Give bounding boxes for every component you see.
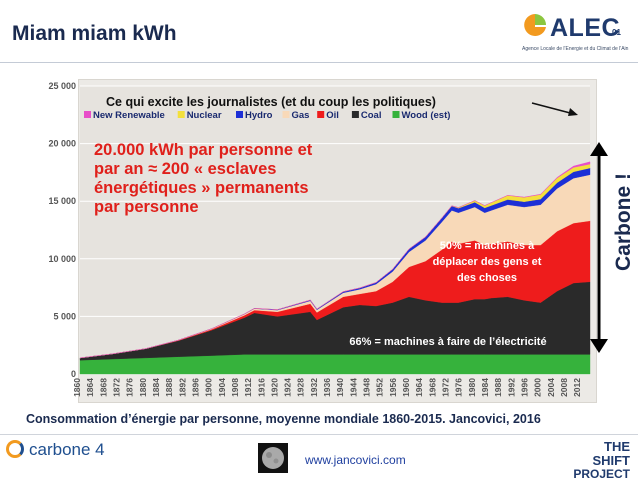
x-tick-label: 1860 — [72, 378, 82, 397]
x-tick-label: 1988 — [493, 378, 503, 397]
legend-swatch — [392, 111, 400, 118]
x-tick-label: 1928 — [296, 378, 306, 397]
y-tick-label: 10 000 — [48, 254, 76, 264]
carbone-arrow-down-icon — [590, 339, 608, 353]
x-tick-label: 1956 — [388, 378, 398, 397]
carbone4-swirl-icon — [6, 440, 24, 458]
x-tick-label: 1868 — [98, 378, 108, 397]
legend-swatch — [236, 111, 243, 118]
x-tick-label: 1912 — [243, 378, 253, 397]
y-tick-label: 0 — [71, 369, 76, 379]
moon-logo-icon — [258, 443, 288, 473]
legend-swatch — [351, 111, 359, 118]
x-tick-label: 1876 — [125, 378, 135, 397]
x-tick-label: 1960 — [401, 378, 411, 397]
x-tick-label: 1968 — [427, 378, 437, 397]
website-link[interactable]: www.jancovici.com — [305, 453, 406, 467]
x-tick-label: 1996 — [519, 378, 529, 397]
x-tick-label: 1884 — [151, 378, 161, 397]
y-tick-label: 5 000 — [53, 311, 76, 321]
x-tick-label: 2004 — [546, 378, 556, 397]
x-tick-label: 1936 — [322, 378, 332, 397]
legend-swatch — [282, 111, 290, 118]
alec-wordmark: ALEC — [550, 14, 621, 42]
x-tick-label: 1992 — [506, 378, 516, 397]
x-tick-label: 1896 — [190, 378, 200, 397]
annotation-machines-electricity: 66% = machines à faire de l’électricité — [349, 336, 546, 348]
x-tick-label: 1940 — [335, 378, 345, 397]
x-tick-label: 1916 — [256, 378, 266, 397]
alec-subtitle: Agence Locale de l'Énergie et du Climat … — [522, 46, 629, 52]
legend-label: Wood (est) — [402, 110, 451, 121]
x-tick-label: 1908 — [230, 378, 240, 397]
annotation-machines-move-line: déplacer des gens et — [433, 256, 542, 268]
annotation-carbone: Carbone ! — [612, 173, 635, 271]
legend-label: New Renewable — [93, 110, 165, 121]
x-tick-label: 1920 — [269, 378, 279, 397]
x-tick-label: 1924 — [283, 378, 293, 397]
y-tick-label: 15 000 — [48, 196, 76, 206]
x-tick-label: 1880 — [138, 378, 148, 397]
x-tick-label: 1972 — [441, 378, 451, 397]
journalists-arrow-line — [531, 102, 575, 115]
alec-number: 01 — [612, 28, 621, 37]
x-tick-label: 1964 — [414, 378, 424, 397]
legend-swatch — [317, 111, 325, 118]
x-tick-label: 1984 — [480, 378, 490, 397]
carbone-arrow-up-icon — [590, 142, 608, 156]
legend-swatch — [177, 111, 185, 118]
legend-label: Coal — [361, 110, 382, 121]
annotation-per-person-line: par personne — [94, 198, 199, 216]
alec-leaf-icon — [524, 14, 546, 36]
legend-swatch — [84, 111, 91, 118]
footer-divider — [0, 434, 638, 435]
shift-logo-line1: THE SHIFT — [592, 439, 630, 468]
x-tick-label: 1944 — [348, 378, 358, 397]
x-tick-label: 2008 — [559, 378, 569, 397]
carbone4-wordmark: carbone 4 — [29, 440, 105, 459]
x-tick-label: 1864 — [85, 378, 95, 397]
annotation-machines-move-line: 50% = machines à — [440, 240, 535, 252]
x-tick-label: 2000 — [533, 378, 543, 397]
legend-label: Nuclear — [187, 110, 222, 121]
annotation-per-person-line: 20.000 kWh par personne et — [94, 141, 313, 159]
annotation-journalists: Ce qui excite les journalistes (et du co… — [106, 95, 436, 109]
legend-label: Oil — [326, 110, 339, 121]
x-tick-label: 1976 — [454, 378, 464, 397]
x-tick-label: 1904 — [217, 378, 227, 397]
carbone4-logo: carbone 4 — [6, 440, 105, 460]
area-new-renewable — [79, 161, 591, 359]
alec-logo: ALEC 01 Agence Locale de l'Énergie et du… — [522, 10, 630, 62]
x-tick-label: 1900 — [204, 378, 214, 397]
slide-title: Miam miam kWh — [12, 22, 177, 45]
x-tick-label: 1932 — [309, 378, 319, 397]
x-tick-label: 1872 — [111, 378, 121, 397]
shift-project-logo: THE SHIFT PROJECT — [564, 440, 630, 481]
x-tick-label: 1888 — [164, 378, 174, 397]
y-tick-label: 25 000 — [48, 81, 76, 91]
x-tick-label: 1948 — [362, 378, 372, 397]
annotation-per-person-line: par an ≈ 200 « esclaves — [94, 160, 276, 178]
chart-caption: Consommation d’énergie par personne, moy… — [26, 412, 541, 426]
annotation-per-person-line: énergétiques » permanents — [94, 179, 309, 197]
title-divider — [0, 62, 638, 63]
x-tick-label: 1892 — [177, 378, 187, 397]
x-tick-label: 1952 — [375, 378, 385, 397]
legend-label: Hydro — [245, 110, 273, 121]
y-tick-label: 20 000 — [48, 139, 76, 149]
x-tick-label: 1980 — [467, 378, 477, 397]
journalists-arrowhead-icon — [568, 108, 578, 116]
legend-label: Gas — [292, 110, 310, 121]
x-tick-label: 2012 — [572, 378, 582, 397]
shift-logo-line2: PROJECT — [573, 467, 630, 481]
annotation-machines-move-line: des choses — [457, 272, 517, 284]
